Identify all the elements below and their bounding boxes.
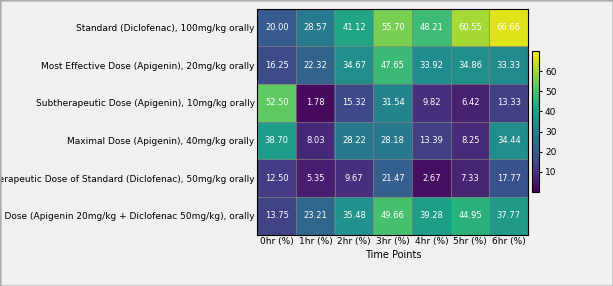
Text: 15.32: 15.32 (342, 98, 366, 107)
Text: 7.33: 7.33 (461, 174, 479, 182)
Text: 1.78: 1.78 (306, 98, 325, 107)
X-axis label: Time Points: Time Points (365, 251, 421, 261)
Text: 34.86: 34.86 (458, 61, 482, 69)
Text: 41.12: 41.12 (342, 23, 366, 32)
Text: 60.55: 60.55 (459, 23, 482, 32)
Text: 47.65: 47.65 (381, 61, 405, 69)
Text: 2.67: 2.67 (422, 174, 441, 182)
Text: 37.77: 37.77 (497, 211, 521, 220)
Text: 9.67: 9.67 (345, 174, 364, 182)
Text: 13.39: 13.39 (419, 136, 443, 145)
Text: 9.82: 9.82 (422, 98, 441, 107)
Text: 21.47: 21.47 (381, 174, 405, 182)
Text: 16.25: 16.25 (265, 61, 289, 69)
Text: 22.32: 22.32 (303, 61, 327, 69)
Text: 66.66: 66.66 (497, 23, 521, 32)
Text: 52.50: 52.50 (265, 98, 289, 107)
Text: 35.48: 35.48 (342, 211, 366, 220)
Text: 38.70: 38.70 (265, 136, 289, 145)
Text: 12.50: 12.50 (265, 174, 289, 182)
Text: 13.75: 13.75 (265, 211, 289, 220)
Text: 17.77: 17.77 (497, 174, 521, 182)
Text: 23.21: 23.21 (303, 211, 327, 220)
Text: 33.33: 33.33 (497, 61, 521, 69)
Text: 28.18: 28.18 (381, 136, 405, 145)
Text: 8.03: 8.03 (306, 136, 325, 145)
Text: 28.22: 28.22 (342, 136, 366, 145)
Text: 5.35: 5.35 (306, 174, 325, 182)
Text: 8.25: 8.25 (461, 136, 479, 145)
Text: 28.57: 28.57 (303, 23, 327, 32)
Text: 55.70: 55.70 (381, 23, 405, 32)
Text: 20.00: 20.00 (265, 23, 289, 32)
Text: 31.54: 31.54 (381, 98, 405, 107)
Text: 44.95: 44.95 (459, 211, 482, 220)
Text: 49.66: 49.66 (381, 211, 405, 220)
Text: 39.28: 39.28 (419, 211, 443, 220)
Text: 33.92: 33.92 (419, 61, 443, 69)
Text: 13.33: 13.33 (497, 98, 521, 107)
Text: 48.21: 48.21 (420, 23, 443, 32)
Text: 34.44: 34.44 (497, 136, 520, 145)
Text: 6.42: 6.42 (461, 98, 479, 107)
Text: 34.67: 34.67 (342, 61, 366, 69)
